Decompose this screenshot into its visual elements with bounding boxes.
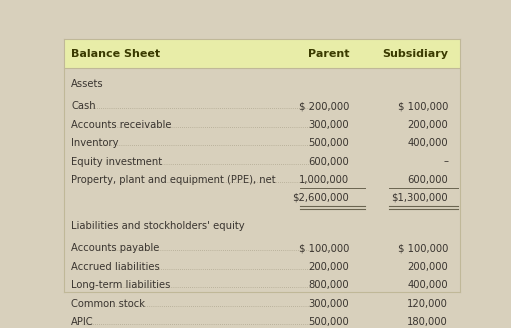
Text: Accounts payable: Accounts payable [71, 243, 159, 254]
Text: Liabilities and stockholders' equity: Liabilities and stockholders' equity [71, 221, 245, 231]
Bar [64, 39, 460, 69]
Text: Subsidiary: Subsidiary [382, 49, 448, 59]
Text: 200,000: 200,000 [308, 262, 349, 272]
Text: 1,000,000: 1,000,000 [299, 175, 349, 185]
Text: $ 200,000: $ 200,000 [298, 101, 349, 111]
Text: Parent: Parent [308, 49, 349, 59]
Text: 300,000: 300,000 [308, 299, 349, 309]
Text: 400,000: 400,000 [407, 138, 448, 148]
Text: 600,000: 600,000 [407, 175, 448, 185]
Text: Property, plant and equipment (PPE), net: Property, plant and equipment (PPE), net [71, 175, 275, 185]
Text: 200,000: 200,000 [407, 120, 448, 130]
Text: 500,000: 500,000 [308, 138, 349, 148]
Text: $ 100,000: $ 100,000 [298, 243, 349, 254]
Text: Accrued liabilities: Accrued liabilities [71, 262, 160, 272]
Text: 200,000: 200,000 [407, 262, 448, 272]
Text: 800,000: 800,000 [308, 280, 349, 290]
Text: 600,000: 600,000 [308, 156, 349, 167]
Text: Long-term liabilities: Long-term liabilities [71, 280, 170, 290]
Text: –: – [443, 156, 448, 167]
Text: $ 100,000: $ 100,000 [398, 101, 448, 111]
Text: 300,000: 300,000 [308, 120, 349, 130]
Text: Equity investment: Equity investment [71, 156, 162, 167]
Text: Cash: Cash [71, 101, 96, 111]
Text: Accounts receivable: Accounts receivable [71, 120, 172, 130]
Text: Common stock: Common stock [71, 299, 145, 309]
Text: $2,600,000: $2,600,000 [292, 193, 349, 203]
Text: Assets: Assets [71, 79, 104, 89]
Text: $1,300,000: $1,300,000 [391, 193, 448, 203]
Text: 400,000: 400,000 [407, 280, 448, 290]
Text: 180,000: 180,000 [407, 317, 448, 327]
Text: 120,000: 120,000 [407, 299, 448, 309]
Text: $ 100,000: $ 100,000 [398, 243, 448, 254]
Text: APIC: APIC [71, 317, 94, 327]
Text: Inventory: Inventory [71, 138, 119, 148]
Text: Balance Sheet: Balance Sheet [71, 49, 160, 59]
Text: 500,000: 500,000 [308, 317, 349, 327]
